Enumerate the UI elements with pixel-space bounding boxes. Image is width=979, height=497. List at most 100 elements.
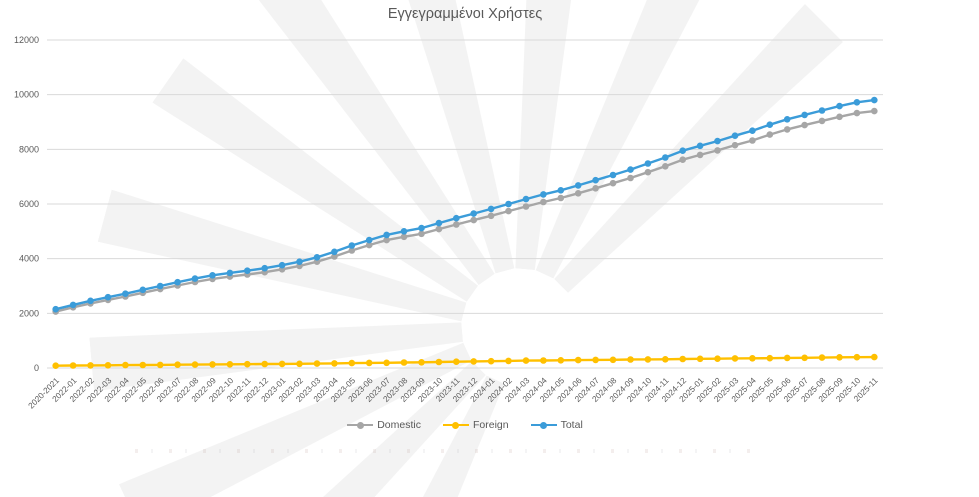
series-total-marker — [522, 195, 530, 203]
legend-item-foreign: Foreign — [442, 419, 509, 431]
series-domestic-marker — [818, 117, 826, 125]
series-foreign-marker — [156, 361, 164, 369]
series-domestic-marker — [487, 212, 495, 220]
series-domestic-marker — [662, 163, 669, 170]
series-total-marker — [453, 214, 460, 222]
series-total-marker — [749, 127, 756, 134]
series-domestic-marker — [801, 121, 808, 129]
series-domestic-marker — [348, 247, 356, 254]
series-foreign-marker — [783, 354, 791, 362]
series-total-marker — [540, 191, 547, 198]
legend-label: Domestic — [377, 419, 421, 431]
series-total-marker — [557, 187, 565, 194]
series-total-marker — [871, 96, 878, 104]
series-total-marker — [487, 205, 495, 213]
series-domestic-marker — [836, 113, 843, 121]
series-total-marker — [365, 236, 373, 244]
faint-footnote-strip — [135, 449, 760, 453]
series-foreign-marker — [174, 361, 181, 369]
series-domestic-marker — [574, 190, 582, 197]
series-total-marker — [52, 305, 59, 313]
series-foreign-marker — [435, 358, 443, 366]
series-domestic-marker — [871, 107, 878, 115]
y-tick-label: 8000 — [19, 144, 39, 154]
series-foreign-marker — [365, 359, 373, 367]
series-foreign-marker — [313, 360, 321, 367]
series-total-marker — [174, 278, 181, 286]
series-foreign-marker — [766, 354, 774, 362]
y-tick-label: 4000 — [19, 254, 39, 264]
series-total-marker — [818, 107, 826, 114]
series-foreign-marker — [400, 359, 408, 366]
series-total-marker — [470, 210, 478, 217]
series-foreign-marker — [191, 361, 199, 368]
series-foreign-marker — [69, 362, 77, 369]
series-foreign-marker — [592, 356, 599, 364]
series-total-marker — [104, 293, 112, 301]
series-total-marker — [209, 272, 216, 279]
series-foreign-marker — [818, 354, 826, 361]
legend-label: Foreign — [472, 419, 509, 431]
series-total-marker — [87, 297, 94, 305]
series-foreign-marker — [104, 362, 112, 369]
series-total-marker — [696, 142, 704, 150]
series-total-marker — [766, 121, 774, 128]
series-foreign-marker — [522, 357, 530, 364]
series-total-marker — [313, 253, 321, 261]
series-domestic-marker — [557, 194, 565, 202]
series-foreign-marker — [122, 361, 129, 369]
series-foreign-marker — [540, 357, 547, 364]
series-foreign-marker — [418, 359, 425, 366]
series-total-marker — [644, 160, 652, 167]
series-foreign-marker — [609, 356, 617, 364]
series-foreign-marker — [244, 360, 251, 368]
y-tick-label: 12000 — [14, 35, 39, 45]
series-foreign-marker — [487, 357, 495, 365]
series-total-marker — [331, 248, 338, 256]
series-foreign-marker — [627, 356, 634, 363]
series-domestic-marker — [783, 126, 791, 133]
series-foreign-marker — [801, 354, 808, 362]
series-domestic-marker — [679, 156, 686, 163]
series-total-marker — [801, 111, 808, 119]
series-total-marker — [296, 258, 303, 266]
series-domestic-marker — [853, 109, 861, 117]
series-total-marker — [679, 147, 686, 154]
series-total-marker — [627, 166, 634, 173]
series-foreign-marker — [557, 357, 565, 364]
series-domestic-marker — [731, 141, 739, 149]
series-foreign-marker — [679, 355, 686, 363]
series-foreign-marker — [278, 360, 286, 368]
series-total-marker — [69, 301, 77, 309]
series-domestic-marker — [766, 131, 774, 138]
series-foreign-marker — [296, 360, 303, 368]
series-domestic-marker — [470, 216, 478, 224]
series-domestic-marker — [383, 236, 390, 244]
series-domestic-marker — [400, 233, 408, 241]
series-domestic-marker — [418, 230, 425, 238]
series-foreign-marker — [226, 361, 234, 368]
y-tick-label: 2000 — [19, 308, 39, 318]
series-total-marker — [278, 261, 286, 269]
series-foreign-marker — [574, 356, 582, 364]
series-total-marker — [156, 282, 164, 290]
series-domestic-marker — [505, 207, 512, 215]
legend-line-dot-icon — [442, 421, 469, 429]
series-domestic-marker — [365, 241, 373, 249]
series-total-marker — [191, 275, 199, 282]
series-total-marker — [714, 137, 721, 145]
series-domestic-marker — [609, 179, 617, 187]
series-total-marker — [139, 286, 147, 294]
series-domestic-marker — [331, 253, 338, 260]
series-total-marker — [609, 171, 617, 179]
series-foreign-marker — [731, 355, 739, 362]
series-foreign-marker — [714, 355, 721, 363]
series-foreign-marker — [383, 359, 390, 367]
series-total-marker — [261, 264, 269, 272]
series-foreign-marker — [749, 355, 756, 362]
legend-line-dot-icon — [347, 421, 374, 429]
y-tick-label: 6000 — [19, 199, 39, 209]
legend-label: Total — [560, 419, 583, 431]
series-foreign-marker — [644, 356, 652, 363]
series-total-marker — [418, 224, 425, 232]
